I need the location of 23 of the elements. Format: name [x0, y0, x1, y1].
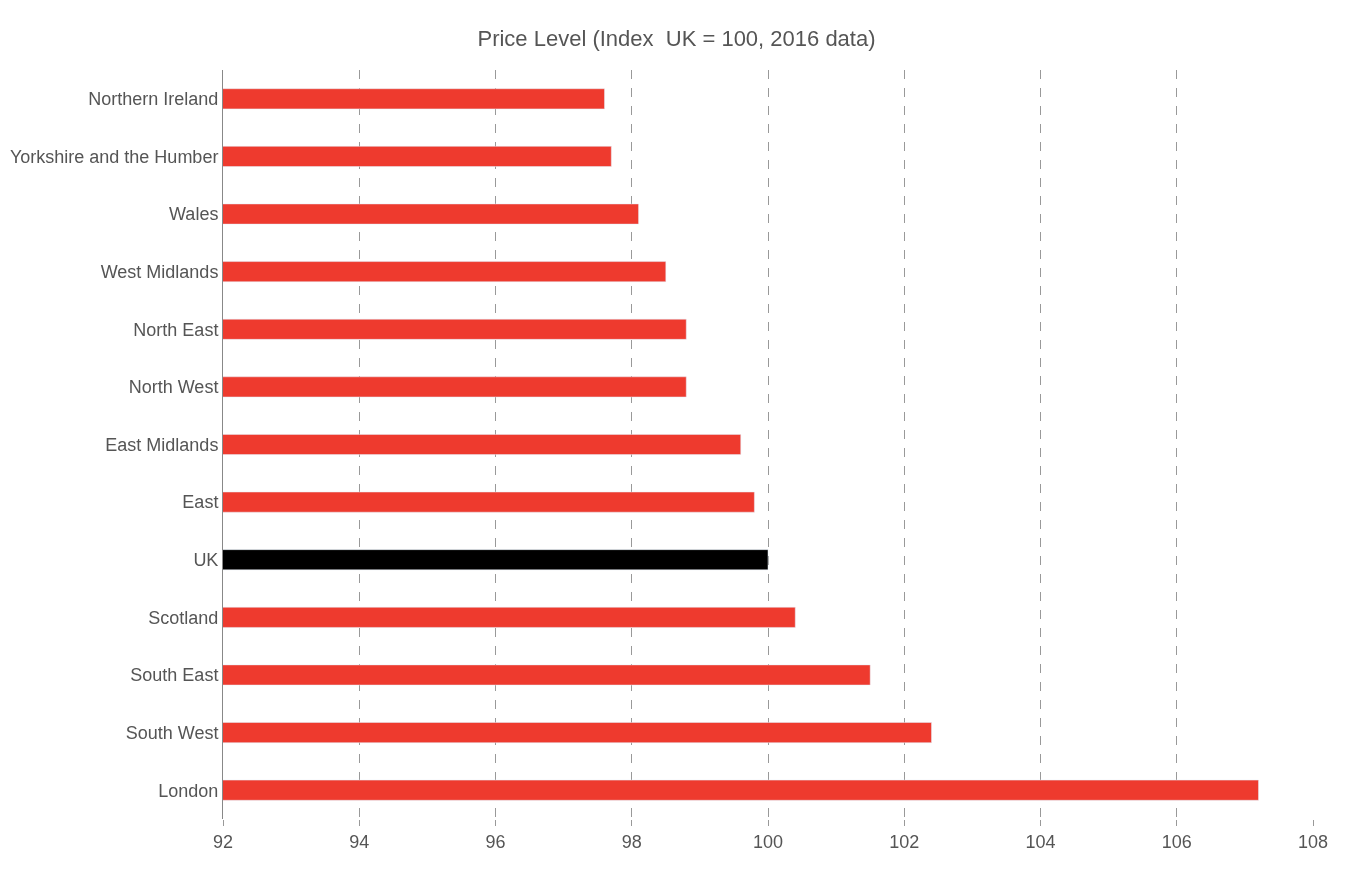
y-tick-label: Northern Ireland	[88, 89, 219, 110]
x-tick-label: 104	[1025, 831, 1056, 852]
y-tick-label: North West	[128, 377, 219, 398]
x-tick-label: 102	[889, 831, 920, 852]
chart-title: Price Level (Index UK = 100, 2016 data)	[477, 25, 876, 51]
x-tick-label: 94	[349, 831, 370, 852]
x-tick-label: 96	[485, 831, 506, 852]
x-tick-label: 92	[212, 831, 234, 852]
y-tick-label: South West	[125, 722, 219, 743]
x-tick-label: 106	[1161, 831, 1192, 852]
y-tick-label: East	[182, 492, 219, 513]
y-tick-label: Scotland	[148, 607, 219, 628]
y-tick-label: South East	[130, 665, 219, 686]
y-tick-label: Wales	[169, 204, 219, 225]
x-tick-label: 98	[621, 831, 642, 852]
y-tick-label: London	[158, 780, 219, 801]
x-tick-label: 108	[1297, 831, 1329, 852]
x-tick-label: 100	[752, 831, 784, 852]
y-tick-label: UK	[193, 550, 219, 571]
y-tick-label: East Midlands	[105, 434, 219, 455]
y-tick-label: West Midlands	[100, 261, 219, 282]
y-tick-label: North East	[133, 319, 219, 340]
y-tick-label: Yorkshire and the Humber	[9, 146, 219, 167]
